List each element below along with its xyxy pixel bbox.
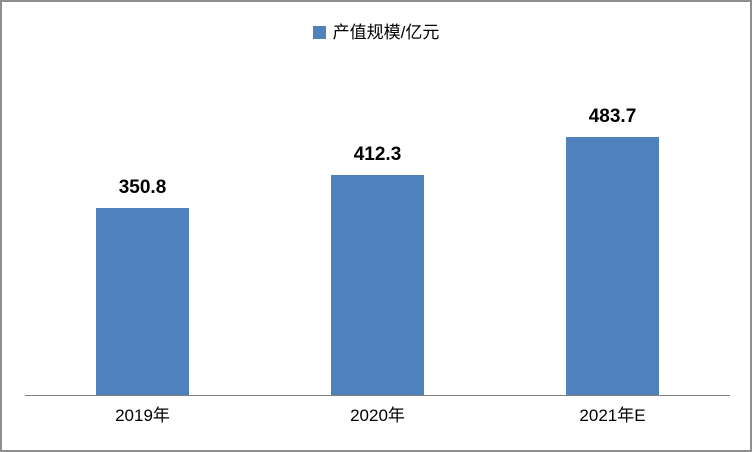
bar-slot: 412.3 [260, 60, 495, 395]
legend-swatch-icon [312, 26, 326, 39]
bar-slot: 350.8 [25, 60, 260, 395]
chart-legend: 产值规模/亿元 [2, 24, 750, 41]
x-axis-labels: 2019年 2020年 2021年E [25, 406, 730, 426]
bar [566, 137, 659, 395]
bar-value-label: 483.7 [588, 106, 637, 127]
bar-value-label: 412.3 [353, 144, 402, 165]
legend-label: 产值规模/亿元 [332, 23, 440, 42]
plot-area: 350.8 412.3 483.7 [25, 60, 730, 396]
bar [96, 208, 189, 395]
x-axis-label: 2021年E [579, 406, 646, 425]
x-axis-label: 2020年 [350, 406, 405, 425]
bar [331, 175, 424, 395]
x-axis-label: 2019年 [115, 406, 170, 425]
bar-value-label: 350.8 [118, 177, 167, 198]
bar-slot: 483.7 [495, 60, 730, 395]
